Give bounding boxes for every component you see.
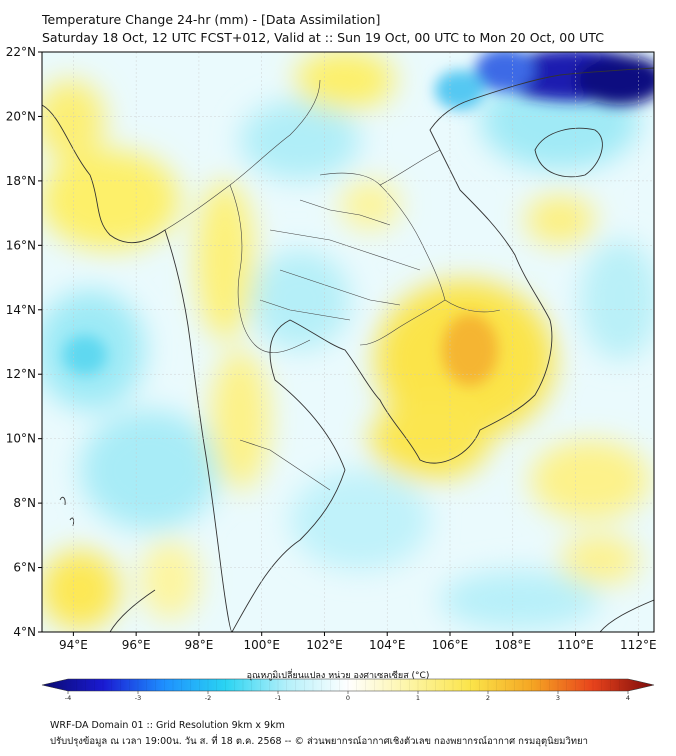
lat-tick-label: 6°N [13, 561, 36, 575]
colorbar-tick-label: -1 [275, 694, 281, 702]
lat-tick-label: 12°N [6, 367, 36, 381]
map-title: Temperature Change 24-hr (mm) - [Data As… [42, 12, 381, 27]
colorbar-tick-label: 2 [486, 694, 490, 702]
lon-tick-label: 110°E [557, 638, 594, 652]
lon-tick-label: 100°E [243, 638, 280, 652]
lat-tick-label: 10°N [6, 432, 36, 446]
coastlines [42, 67, 654, 632]
graticule [42, 52, 654, 632]
lon-tick-label: 104°E [369, 638, 406, 652]
lon-tick-label: 102°E [306, 638, 343, 652]
lon-tick-label: 96°E [122, 638, 151, 652]
lon-tick-label: 108°E [495, 638, 532, 652]
lon-tick-label: 112°E [620, 638, 657, 652]
lat-tick-label: 8°N [13, 496, 36, 510]
colorbar-tick-label: -4 [65, 694, 71, 702]
lat-tick-label: 14°N [6, 303, 36, 317]
lon-tick-label: 94°E [59, 638, 88, 652]
colorbar-label: อุณหภูมิเปลี่ยนแปลง หน่วย องศาเซลเซียส (… [246, 671, 430, 681]
map-subtitle: Saturday 18 Oct, 12 UTC FCST+012, Valid … [42, 30, 604, 45]
colorbar-ticks: -4 -3 -2 -1 0 1 2 3 4 [65, 679, 630, 702]
lat-tick-label: 4°N [13, 625, 36, 639]
footer-credits: ปรับปรุงข้อมูล ณ เวลา 19:00น. วัน ส. ที่… [50, 736, 588, 747]
colorbar-tick-label: 4 [626, 694, 630, 702]
lat-tick-label: 18°N [6, 174, 36, 188]
longitude-axis: 94°E 96°E 98°E 100°E 102°E 104°E 106°E 108°E 110… [59, 632, 657, 652]
lat-tick-label: 20°N [6, 109, 36, 123]
latitude-axis: 22°N 20°N 18°N 16°N 14°N 12°N 10°N 8°N 6°N 4°N [6, 45, 42, 639]
colorbar-tick-label: 3 [556, 694, 560, 702]
lon-tick-label: 98°E [184, 638, 213, 652]
colorbar-tick-label: -3 [135, 694, 141, 702]
map-frame [41, 51, 655, 633]
colorbar-tick-label: -2 [205, 694, 211, 702]
colorbar: -4 -3 -2 -1 0 1 2 3 4 [41, 678, 655, 702]
colorbar-tick-label: 1 [416, 694, 420, 702]
political-borders [164, 79, 501, 491]
field-extremes [63, 52, 654, 386]
colorbar-tick-label: 0 [346, 694, 350, 702]
lon-tick-label: 106°E [432, 638, 469, 652]
footer-model-info: WRF-DA Domain 01 :: Grid Resolution 9km … [50, 720, 285, 731]
lat-tick-label: 22°N [6, 45, 36, 59]
map-field [42, 52, 654, 632]
lat-tick-label: 16°N [6, 238, 36, 252]
